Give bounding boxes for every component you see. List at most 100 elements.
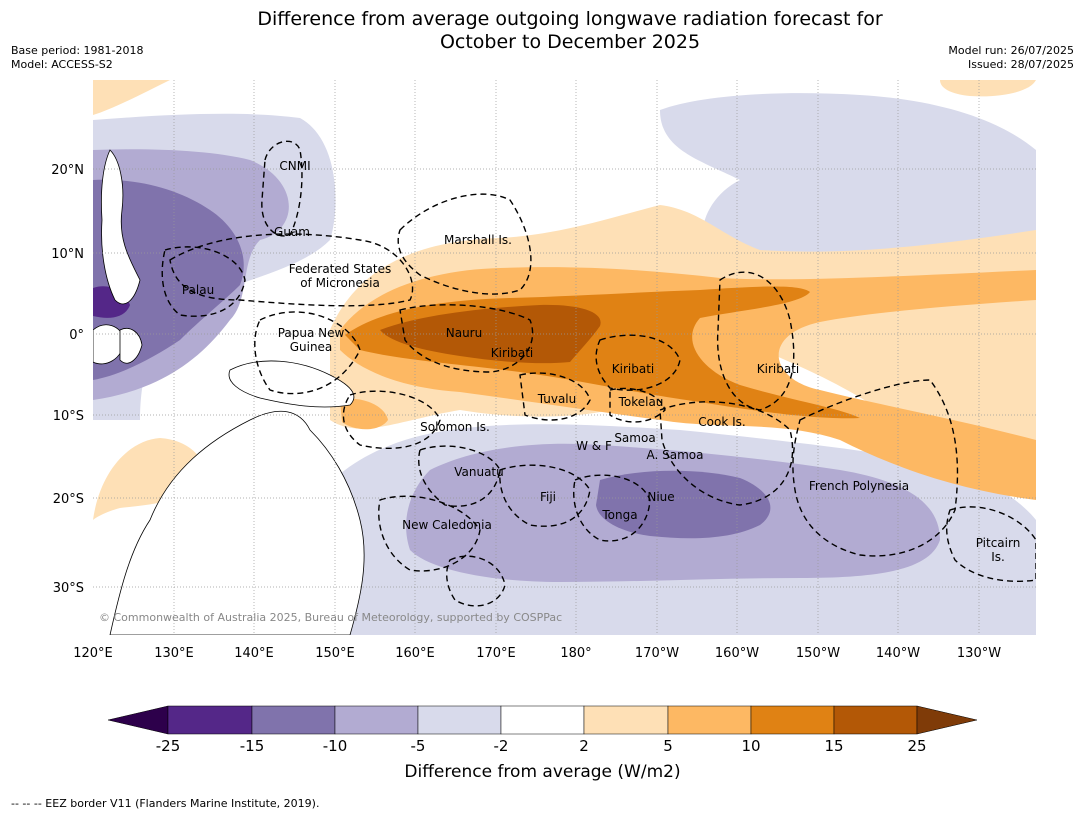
colorbar-tick: -5	[411, 737, 426, 755]
label-cook-islands: Cook Is.	[698, 415, 745, 429]
eez-tokelau	[609, 387, 666, 423]
eez-new-caledonia	[378, 495, 481, 572]
label-nauru: Nauru	[446, 326, 482, 340]
colorbar-tick: 15	[824, 737, 843, 755]
eez-pitcairn	[946, 506, 1036, 582]
lon-tick: 150°W	[796, 646, 840, 661]
label-fsm-line1: Federated States	[289, 262, 391, 276]
label-fiji: Fiji	[540, 490, 556, 504]
label-pitcairn-line2: Is.	[991, 550, 1005, 564]
meta-left: Base period: 1981-2018 Model: ACCESS-S2	[11, 44, 143, 72]
eez-fiji	[499, 464, 591, 527]
label-niue: Niue	[647, 490, 674, 504]
eez-tonga	[573, 474, 651, 542]
colorbar-swatch	[667, 705, 752, 735]
label-kiribati-line: Kiribati	[757, 362, 799, 376]
label-vanuatu: Vanuatu	[454, 465, 504, 479]
eez-footnote: -- -- -- EEZ border V11 (Flanders Marine…	[11, 797, 320, 810]
colorbar-tick: -25	[156, 737, 181, 755]
anomaly-region-plus-2-northeast	[940, 80, 1036, 97]
colorbar-swatch	[251, 705, 336, 735]
colorbar-tick: -10	[323, 737, 348, 755]
eez-french-polynesia	[792, 379, 959, 557]
anomaly-region-minus-10-south	[596, 470, 771, 539]
colorbar-tick: 2	[579, 737, 589, 755]
map-title: Difference from average outgoing longwav…	[0, 8, 1085, 54]
land-philippines	[100, 149, 141, 305]
gridlines	[93, 80, 1036, 635]
lat-tick: 20°N	[51, 163, 84, 178]
colorbar-tick: -15	[240, 737, 265, 755]
meta-right: Model run: 26/07/2025 Issued: 28/07/2025	[948, 44, 1074, 72]
colorbar-swatch	[750, 705, 835, 735]
lat-tick: 10°S	[53, 409, 84, 424]
lon-tick: 130°W	[957, 646, 1001, 661]
anomaly-region-plus-15-core	[380, 304, 601, 364]
anomaly-region-plus-5-solomon	[340, 398, 388, 430]
label-png-line2: Guinea	[290, 340, 333, 354]
label-kiribati-phoenix: Kiribati	[612, 362, 654, 376]
label-tonga: Tonga	[601, 508, 637, 522]
label-wallis-futuna: W & F	[576, 439, 612, 453]
colorbar-swatch	[334, 705, 419, 735]
lon-tick: 140°W	[876, 646, 920, 661]
lon-tick: 170°E	[476, 646, 516, 661]
label-tuvalu: Tuvalu	[537, 392, 577, 406]
lat-tick: 30°S	[53, 581, 84, 596]
anomaly-region-plus-2-sw-australia	[93, 438, 206, 520]
label-guam: Guam	[274, 225, 310, 239]
label-french-polynesia: French Polynesia	[809, 479, 909, 493]
model-name: Model: ACCESS-S2	[11, 58, 113, 71]
colorbar-title: Difference from average (W/m2)	[404, 762, 681, 782]
label-solomon-islands: Solomon Is.	[420, 420, 490, 434]
colorbar-swatch	[833, 705, 918, 735]
eez-tuvalu	[519, 372, 591, 421]
label-pitcairn-line1: Pitcairn	[976, 536, 1021, 550]
place-labels: CNMI Guam Marshall Is. Federated States …	[182, 159, 1020, 564]
lon-tick: 120°E	[73, 646, 113, 661]
eez-vanuatu	[418, 445, 501, 507]
colorbar-swatch	[583, 705, 669, 735]
label-tokelau: Tokelau	[618, 395, 664, 409]
lat-tick: 0°	[69, 328, 84, 343]
lon-tick: 140°E	[234, 646, 274, 661]
longitude-ticks: 120°E 130°E 140°E 150°E 160°E 170°E 180°…	[73, 646, 1001, 661]
eez-cook	[659, 401, 794, 506]
colorbar-tick: 5	[663, 737, 673, 755]
lon-tick: 160°W	[715, 646, 759, 661]
lat-tick: 10°N	[51, 247, 84, 262]
lat-tick: 20°S	[53, 492, 84, 507]
colorbar-swatch	[167, 705, 253, 735]
colorbar-tick: 25	[907, 737, 926, 755]
colorbar-swatch	[417, 705, 502, 735]
title-line-1: Difference from average outgoing longwav…	[257, 8, 883, 30]
copyright-notice: © Commonwealth of Australia 2025, Bureau…	[99, 611, 562, 624]
label-kiribati-gilbert: Kiribati	[491, 346, 533, 360]
anomaly-region-minus-2-pacific-north	[660, 93, 1036, 262]
colorbar-high-extend	[916, 705, 978, 735]
lon-tick: 170°W	[635, 646, 679, 661]
map-panel: CNMI Guam Marshall Is. Federated States …	[93, 80, 1036, 635]
label-american-samoa: A. Samoa	[647, 448, 704, 462]
label-fsm-line2: of Micronesia	[300, 276, 380, 290]
label-png-line1: Papua New	[278, 326, 345, 340]
positive-anomaly-regions	[93, 80, 1036, 520]
eez-nauru-kiribati	[399, 304, 534, 373]
title-line-2: October to December 2025	[439, 31, 701, 53]
eez-cnmi	[261, 140, 303, 237]
label-palau: Palau	[182, 283, 214, 297]
base-period: Base period: 1981-2018	[11, 44, 144, 57]
lon-tick: 180°	[560, 646, 591, 661]
lon-tick: 150°E	[315, 646, 355, 661]
eez-png	[254, 311, 361, 395]
eez-boundaries	[161, 140, 1036, 607]
colorbar-low-extend	[107, 705, 169, 735]
colorbar: -25 -15 -10 -5 -2 2 5 10 15 25	[107, 705, 978, 755]
issued-date: Issued: 28/07/2025	[967, 58, 1074, 71]
colorbar-tick: -2	[494, 737, 509, 755]
lon-tick: 160°E	[395, 646, 435, 661]
eez-kiribati-phoenix	[595, 334, 681, 391]
lon-tick: 130°E	[154, 646, 194, 661]
label-marshall-islands: Marshall Is.	[444, 233, 512, 247]
latitude-ticks: 20°N 10°N 0° 10°S 20°S 30°S	[51, 163, 84, 596]
